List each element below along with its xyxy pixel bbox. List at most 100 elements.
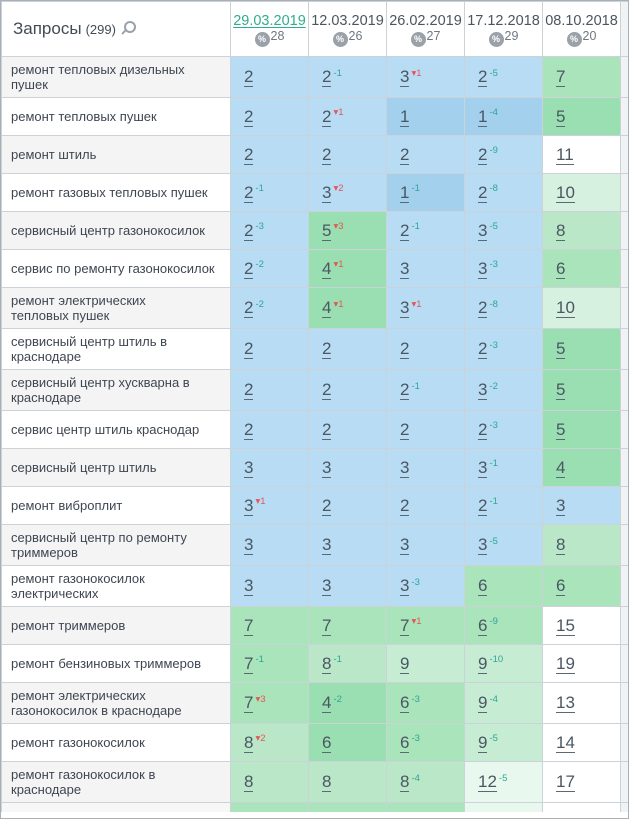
position-value[interactable]: 2	[244, 419, 254, 440]
query-label[interactable]: сервисный центр по ремонту триммеров	[1, 524, 231, 566]
position-value[interactable]: 8	[556, 220, 566, 241]
query-label[interactable]: сервисный центр штиль в краснодаре	[1, 328, 231, 370]
search-icon[interactable]	[123, 21, 136, 33]
position-value[interactable]: 2	[400, 495, 410, 516]
position-value[interactable]: 2	[244, 67, 254, 87]
position-value[interactable]: 2	[244, 298, 254, 318]
position-value[interactable]: 2	[244, 258, 254, 279]
query-label[interactable]: ремонт бензиновых триммеров	[1, 644, 231, 683]
position-value[interactable]: 3	[400, 258, 410, 279]
query-label[interactable]: ремонт электрических тепловых пушек	[1, 287, 231, 329]
date-link[interactable]: 29.03.2019	[233, 12, 306, 29]
position-value[interactable]: 3	[244, 576, 254, 596]
position-value[interactable]: 2	[244, 220, 254, 241]
query-label[interactable]: сервисный центр штиль	[1, 448, 231, 487]
position-value[interactable]: 2	[478, 495, 488, 516]
position-value[interactable]: 3	[478, 380, 488, 400]
position-value[interactable]: 4	[322, 298, 332, 318]
position-value[interactable]: 12	[478, 772, 497, 792]
position-value[interactable]: 19	[556, 653, 575, 674]
position-value[interactable]: 8	[322, 653, 332, 674]
query-label[interactable]: ремонт виброплит	[1, 486, 231, 525]
position-value[interactable]: 3	[400, 67, 410, 87]
position-value[interactable]: 3	[478, 535, 488, 555]
position-value[interactable]: 5	[322, 220, 332, 241]
position-value[interactable]: 3	[478, 220, 488, 241]
position-value[interactable]: 4	[322, 693, 332, 713]
position-value[interactable]: 9	[400, 653, 410, 674]
position-value[interactable]: 1	[400, 182, 410, 203]
position-value[interactable]: 4	[322, 258, 332, 279]
query-label[interactable]: ремонт электрических газонокосилок в кра…	[1, 682, 231, 724]
position-value[interactable]: 3	[244, 457, 254, 478]
position-value[interactable]: 2	[478, 67, 488, 87]
position-value[interactable]: 2	[322, 495, 332, 516]
position-value[interactable]: 2	[322, 419, 332, 440]
position-value[interactable]: 2	[244, 380, 254, 400]
date-link[interactable]: 26.02.2019	[389, 12, 462, 29]
query-label[interactable]: сервисный центр газонокосилок	[1, 211, 231, 250]
position-value[interactable]: 8	[244, 772, 254, 792]
position-value[interactable]: 2	[478, 182, 488, 203]
position-value[interactable]: 14	[556, 732, 575, 753]
position-value[interactable]: 3	[400, 457, 410, 478]
position-value[interactable]: 3	[244, 535, 254, 555]
position-value[interactable]: 5	[556, 419, 566, 440]
query-label[interactable]: ремонт газонокосилок	[1, 723, 231, 762]
position-value[interactable]: 6	[478, 576, 488, 596]
position-value[interactable]: 2	[244, 339, 254, 359]
position-value[interactable]: 6	[400, 732, 410, 753]
position-value[interactable]: 6	[400, 693, 410, 713]
position-value[interactable]: 7	[244, 693, 254, 713]
position-value[interactable]: 2	[400, 220, 410, 241]
position-value[interactable]: 13	[556, 693, 575, 713]
position-value[interactable]: 8	[322, 772, 332, 792]
position-value[interactable]: 10	[556, 182, 575, 203]
position-value[interactable]: 9	[478, 653, 488, 674]
position-value[interactable]: 5	[556, 339, 566, 359]
position-value[interactable]: 2	[478, 298, 488, 318]
position-value[interactable]: 4	[556, 457, 566, 478]
position-value[interactable]: 2	[478, 339, 488, 359]
position-value[interactable]: 2	[478, 419, 488, 440]
query-label[interactable]: ремонт тепловых дизельных пушек	[1, 56, 231, 98]
position-value[interactable]: 2	[322, 106, 332, 127]
position-value[interactable]: 3	[322, 576, 332, 596]
position-value[interactable]: 2	[244, 144, 254, 165]
position-value[interactable]: 8	[400, 772, 410, 792]
position-value[interactable]: 2	[244, 106, 254, 127]
position-value[interactable]: 6	[478, 615, 488, 636]
query-label[interactable]: ремонт газовых тепловых пушек	[1, 173, 231, 212]
query-label[interactable]: сервис центр штиль краснодар	[1, 410, 231, 449]
position-value[interactable]: 8	[244, 732, 254, 753]
query-label[interactable]: сервис по ремонту газонокосилок	[1, 249, 231, 288]
date-link[interactable]: 17.12.2018	[467, 12, 540, 29]
position-value[interactable]: 2	[322, 67, 332, 87]
position-value[interactable]: 7	[244, 615, 254, 636]
position-value[interactable]: 2	[478, 144, 488, 165]
position-value[interactable]: 3	[400, 576, 410, 596]
position-value[interactable]: 8	[556, 535, 566, 555]
query-label[interactable]: сервисный центр хускварна в краснодаре	[1, 369, 231, 411]
position-value[interactable]: 3	[244, 495, 254, 516]
position-value[interactable]: 3	[322, 457, 332, 478]
position-value[interactable]: 2	[400, 380, 410, 400]
position-value[interactable]: 11	[556, 144, 574, 165]
position-value[interactable]: 3	[322, 535, 332, 555]
position-value[interactable]: 7	[400, 615, 410, 636]
date-link[interactable]: 08.10.2018	[545, 12, 618, 29]
query-label[interactable]: ремонт газонокосилок в краснодаре	[1, 761, 231, 803]
position-value[interactable]: 1	[478, 106, 488, 127]
position-value[interactable]: 15	[556, 615, 575, 636]
position-value[interactable]: 9	[478, 732, 488, 753]
position-value[interactable]: 7	[556, 67, 566, 87]
position-value[interactable]: 5	[556, 106, 566, 127]
position-value[interactable]: 1	[400, 106, 410, 127]
position-value[interactable]: 17	[556, 772, 575, 792]
query-label[interactable]: ремонт штиль	[1, 135, 231, 174]
position-value[interactable]: 9	[478, 693, 488, 713]
position-value[interactable]: 2	[322, 144, 332, 165]
position-value[interactable]: 2	[400, 339, 410, 359]
position-value[interactable]: 3	[556, 495, 566, 516]
position-value[interactable]: 2	[322, 339, 332, 359]
